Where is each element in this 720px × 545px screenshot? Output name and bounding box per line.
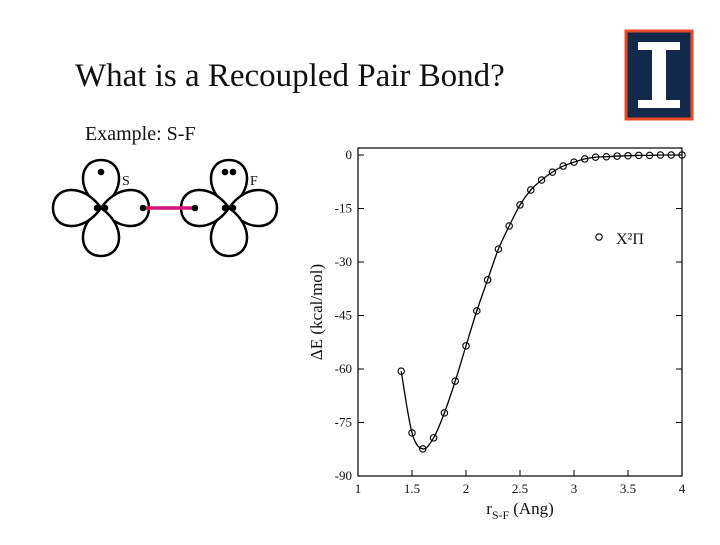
point: [462, 342, 470, 350]
point: [505, 222, 513, 230]
x-tick-label: 2: [463, 481, 470, 496]
point: [548, 168, 557, 176]
orbital-lobe: [209, 206, 249, 258]
point: [397, 367, 405, 375]
electron: [191, 204, 199, 212]
orbital-lobe: [81, 158, 121, 210]
point: [483, 276, 492, 284]
x-tick-label: 4: [679, 481, 686, 496]
point: [667, 151, 675, 159]
point: [419, 445, 427, 453]
y-tick-label: -15: [335, 201, 352, 216]
electron: [97, 168, 105, 176]
x-label-subscript: S-F: [492, 508, 510, 522]
y-tick-label: -30: [335, 254, 352, 269]
slide-title: What is a Recoupled Pair Bond?: [75, 58, 505, 94]
electron: [221, 204, 229, 212]
point: [602, 153, 611, 161]
example-text: Example: S-F: [85, 123, 196, 145]
point: [494, 245, 503, 253]
x-tick-label: 3.5: [620, 481, 636, 496]
atom-label: F: [250, 174, 258, 189]
point: [473, 307, 481, 315]
point: [624, 151, 632, 160]
orbital-lobe: [81, 206, 121, 258]
orbital-lobe: [209, 158, 249, 210]
point: [581, 155, 589, 163]
orbital-lobe: [227, 188, 279, 228]
electron: [139, 204, 147, 212]
point: [645, 151, 654, 160]
point: [613, 152, 621, 160]
y-axis-label: ΔE (kcal/mol): [307, 264, 326, 360]
curve: [400, 154, 682, 450]
point: [537, 176, 546, 184]
x-tick-label: 1.5: [404, 481, 420, 496]
point: [408, 429, 416, 437]
x-tick-label: 3: [571, 481, 578, 496]
atom-label: S: [122, 174, 130, 189]
point: [451, 377, 459, 385]
point: [591, 153, 600, 161]
y-tick-label: 0: [346, 147, 353, 162]
electron: [229, 204, 237, 212]
point: [656, 151, 665, 159]
y-tick-label: -90: [335, 468, 352, 483]
legend-label: X²Π: [616, 231, 644, 248]
y-tick-label: -75: [335, 415, 352, 430]
orbital-diagram: [51, 158, 279, 258]
y-tick-label: -60: [335, 361, 352, 376]
electron: [221, 168, 229, 176]
x-tick-label: 1: [355, 481, 362, 496]
point: [516, 201, 524, 209]
electron: [101, 204, 109, 212]
x-axis-label: rS-F (Ang): [486, 499, 554, 522]
point: [527, 186, 535, 194]
orbital-lobe: [51, 188, 103, 228]
point: [429, 434, 438, 442]
logo: [624, 29, 694, 121]
point: [570, 158, 578, 166]
point: [440, 409, 449, 417]
point: [678, 151, 686, 159]
electron: [93, 204, 101, 212]
x-tick-label: 2.5: [512, 481, 528, 496]
y-tick-label: -45: [335, 308, 352, 323]
electron: [229, 168, 237, 176]
point: [635, 151, 643, 160]
plot-frame: [357, 147, 683, 477]
legend-marker: [595, 233, 603, 241]
point: [559, 162, 567, 170]
x-label-symbol: r: [486, 499, 492, 518]
x-label-unit: (Ang): [513, 499, 554, 518]
